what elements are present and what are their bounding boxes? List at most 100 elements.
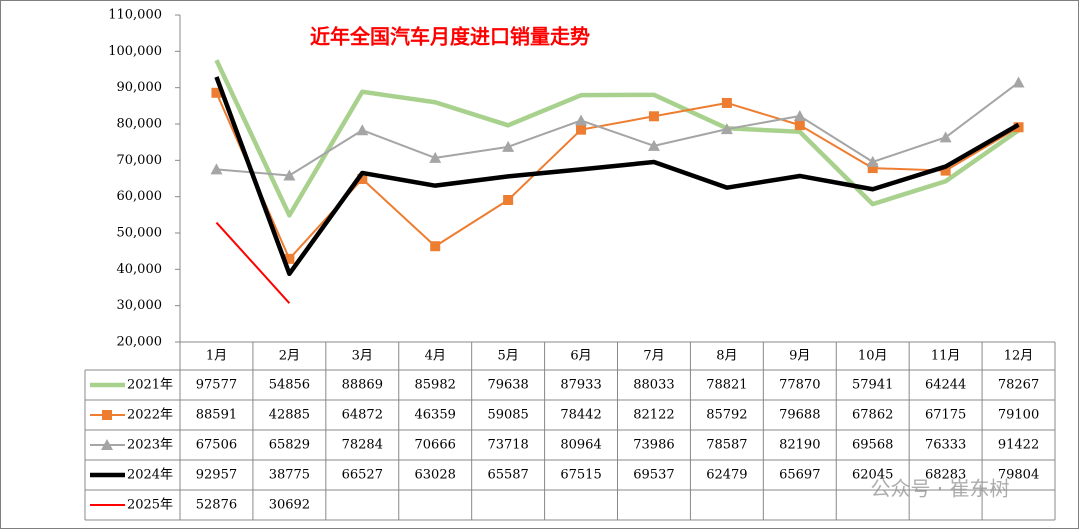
y-tick-label: 100,000 (108, 44, 162, 59)
table-value: 87933 (560, 378, 601, 393)
table-value: 78821 (706, 378, 747, 393)
y-tick-label: 110,000 (108, 8, 162, 23)
marker (720, 123, 733, 135)
table-value: 65829 (269, 438, 310, 453)
table-value: 57941 (852, 378, 893, 393)
y-tick-label: 60,000 (117, 189, 163, 204)
table-value: 69537 (633, 468, 674, 483)
y-tick-label: 80,000 (117, 117, 163, 132)
chart-title: 近年全国汽车月度进口销量走势 (310, 25, 590, 49)
marker (284, 253, 295, 264)
x-tick-label: 8月 (716, 349, 737, 364)
table-value: 79688 (779, 408, 820, 423)
legend-label: 2024年 (127, 468, 173, 483)
table-value: 78587 (706, 438, 747, 453)
table-value: 66527 (342, 468, 383, 483)
table-value: 78442 (560, 408, 601, 423)
x-tick-label: 4月 (425, 349, 446, 364)
marker (102, 410, 112, 420)
marker (502, 140, 515, 152)
marker (648, 111, 659, 122)
x-tick-label: 7月 (643, 349, 664, 364)
table-value: 68283 (925, 468, 966, 483)
series (210, 76, 1025, 181)
table-value: 69568 (852, 438, 893, 453)
table-value: 77870 (779, 378, 820, 393)
y-tick-label: 90,000 (117, 80, 163, 95)
legend-label: 2022年 (127, 408, 173, 423)
table-value: 85792 (706, 408, 747, 423)
marker (721, 97, 732, 108)
marker (356, 124, 369, 136)
legend-label: 2025年 (127, 498, 173, 513)
x-tick-label: 2月 (279, 349, 300, 364)
watermark: 公众号 · 崔东树 (870, 477, 1009, 501)
marker (793, 110, 806, 122)
marker (283, 169, 296, 181)
y-tick-label: 70,000 (117, 153, 163, 168)
table-value: 88869 (342, 378, 383, 393)
table-value: 67175 (925, 408, 966, 423)
x-tick-label: 1月 (206, 349, 227, 364)
table-value: 78284 (342, 438, 383, 453)
marker (940, 165, 951, 176)
table-value: 88591 (196, 408, 237, 423)
y-tick-label: 40,000 (117, 262, 163, 277)
table-value: 80964 (560, 438, 601, 453)
table-value: 42885 (269, 408, 310, 423)
table-value: 67862 (852, 408, 893, 423)
table-value: 67506 (196, 438, 237, 453)
table-value: 82122 (633, 408, 674, 423)
table-value: 79638 (487, 378, 528, 393)
table-value: 76333 (925, 438, 966, 453)
table-value: 46359 (415, 408, 456, 423)
series-line (216, 81, 1020, 177)
x-tick-label: 9月 (789, 349, 810, 364)
table-value: 78267 (998, 378, 1039, 393)
marker (101, 439, 113, 450)
table-value: 38775 (269, 468, 310, 483)
table-value: 59085 (487, 408, 528, 423)
table-value: 63028 (415, 468, 456, 483)
marker (866, 155, 879, 167)
legend-label: 2021年 (127, 378, 173, 393)
series (214, 76, 1020, 277)
y-tick-label: 30,000 (117, 298, 163, 313)
table-value: 62479 (706, 468, 747, 483)
marker (576, 124, 587, 135)
series-line (214, 76, 1020, 277)
x-tick-label: 3月 (352, 349, 373, 364)
table-value: 88033 (633, 378, 674, 393)
x-tick-label: 11月 (931, 349, 961, 364)
x-tick-label: 6月 (570, 349, 591, 364)
table-value: 73718 (487, 438, 528, 453)
table-value: 65697 (779, 468, 820, 483)
table-value: 64244 (925, 378, 966, 393)
table-value: 85982 (415, 378, 456, 393)
marker (503, 194, 514, 205)
table-value: 73986 (633, 438, 674, 453)
table-value: 82190 (779, 438, 820, 453)
y-tick-label: 50,000 (117, 226, 163, 241)
marker (210, 163, 223, 175)
table-value: 64872 (342, 408, 383, 423)
marker (647, 139, 660, 151)
marker (211, 87, 222, 98)
x-tick-label: 10月 (858, 349, 888, 364)
series (215, 221, 291, 304)
series-line (214, 59, 1020, 218)
marker (430, 241, 441, 252)
x-tick-label: 12月 (1004, 349, 1034, 364)
marker (429, 151, 442, 163)
table-value: 30692 (269, 498, 310, 513)
marker (794, 120, 805, 131)
marker (1012, 76, 1025, 88)
marker (575, 114, 588, 126)
table-value: 97577 (196, 378, 237, 393)
marker (357, 173, 368, 184)
table-value: 92957 (196, 468, 237, 483)
marker (939, 131, 952, 143)
legend-label: 2023年 (127, 438, 173, 453)
table-value: 70666 (415, 438, 456, 453)
table-value: 62045 (852, 468, 893, 483)
